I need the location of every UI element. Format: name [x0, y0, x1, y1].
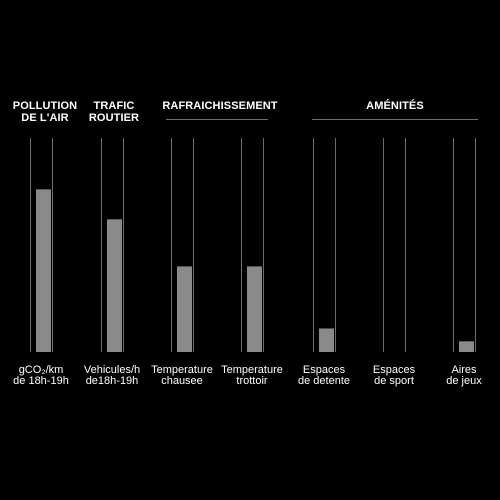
- category-label-2: Temperature chausee: [142, 365, 222, 387]
- category-label-3-line2: trottoir: [236, 375, 268, 387]
- header-amenites-rule: [312, 119, 478, 120]
- header-amenites: AMÉNITÉS: [366, 100, 424, 112]
- header-trafic-line2: ROUTIER: [88, 112, 140, 124]
- category-label-4-line2: de detente: [298, 375, 350, 387]
- category-label-3: Temperature trottoir: [212, 365, 292, 387]
- bar-6: [459, 341, 474, 352]
- bar-4: [319, 328, 334, 352]
- bar-1: [107, 219, 122, 352]
- category-label-0: gCO₂/km de 18h-19h: [1, 365, 81, 387]
- bar-0: [36, 189, 51, 352]
- header-pollution: POLLUTION DE L'AIR: [5, 100, 85, 124]
- bar-3: [247, 266, 262, 352]
- category-label-5-line2: de sport: [374, 375, 414, 387]
- category-label-1: Vehicules/h de18h-19h: [72, 365, 152, 387]
- header-rafraichissement-rule: [166, 119, 268, 120]
- header-rafraichissement: RAFRAICHISSEMENT: [162, 100, 278, 112]
- header-pollution-line2: DE L'AIR: [21, 112, 69, 124]
- header-pollution-line1: POLLUTION: [12, 100, 78, 112]
- category-label-4: Espaces de detente: [284, 365, 364, 387]
- category-label-2-line1: Temperature: [151, 364, 213, 376]
- category-label-4-line1: Espaces: [302, 364, 346, 376]
- bar-2: [177, 266, 192, 352]
- header-trafic-line1: TRAFIC: [93, 100, 135, 112]
- category-label-0-line1: gCO₂/km: [18, 364, 64, 376]
- category-label-1-line1: Vehicules/h: [83, 364, 141, 376]
- category-label-5-line1: Espaces: [372, 364, 416, 376]
- category-label-6-line2: de jeux: [446, 375, 482, 387]
- category-label-3-line1: Temperature: [221, 364, 283, 376]
- category-label-5: Espaces de sport: [354, 365, 434, 387]
- category-label-6-line1: Aires: [451, 364, 477, 376]
- category-label-0-line2: de 18h-19h: [13, 375, 69, 387]
- category-label-2-line2: chausee: [161, 375, 203, 387]
- category-label-6: Aires de jeux: [424, 365, 500, 387]
- header-trafic: TRAFIC ROUTIER: [74, 100, 154, 124]
- category-label-1-line2: de18h-19h: [85, 375, 139, 387]
